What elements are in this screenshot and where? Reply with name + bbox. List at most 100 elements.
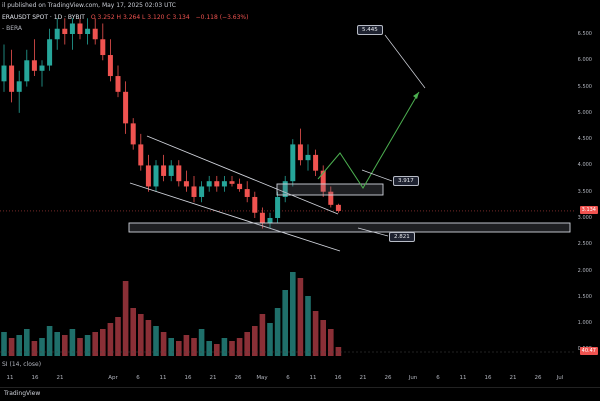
symbol-info[interactable]: ERAUSDT SPOT · 1D · BYBIT xyxy=(2,14,85,21)
candle-body xyxy=(123,91,129,124)
candle-body xyxy=(69,23,75,34)
candle-body xyxy=(221,181,227,187)
time-tick-label: May xyxy=(256,375,268,381)
projection-arrowhead xyxy=(413,92,419,99)
volume-bar xyxy=(153,326,159,356)
channel-lower-line xyxy=(129,182,341,252)
volume-bar xyxy=(183,335,190,356)
price-tick-label: 5.000 xyxy=(577,109,592,116)
volume-bar xyxy=(8,338,15,356)
volume-bar xyxy=(305,296,311,356)
candle-body xyxy=(183,181,189,187)
volume-bar xyxy=(31,341,38,356)
candle-body xyxy=(206,181,212,187)
time-tick-label: 26 xyxy=(384,375,392,381)
time-tick-label: Jun xyxy=(408,375,418,381)
rsi-value-tag: 40.47 xyxy=(579,347,598,355)
time-tick-label: 16 xyxy=(334,375,342,381)
time-tick-label: 16 xyxy=(31,375,39,381)
volume-bar xyxy=(282,290,288,356)
candle-body xyxy=(31,60,37,71)
volume-bar xyxy=(320,320,326,356)
time-tick-label: 6 xyxy=(286,375,290,381)
time-tick-label: 6 xyxy=(436,375,440,381)
target-pointer-line xyxy=(384,34,426,89)
volume-bar xyxy=(62,335,68,356)
volume-bar xyxy=(267,323,273,356)
candle-body xyxy=(290,144,296,182)
time-tick-label: 21 xyxy=(359,375,367,381)
price-change: −0.118 (−3.63%) xyxy=(195,14,249,21)
volume-bar xyxy=(252,326,258,356)
candle-body xyxy=(237,183,243,190)
volume-bar xyxy=(191,338,197,356)
candle-body xyxy=(199,186,205,197)
volume-bar xyxy=(229,341,235,356)
candle-body xyxy=(313,154,319,171)
time-tick-label: 11 xyxy=(459,375,467,381)
time-tick-label: 16 xyxy=(184,375,192,381)
volume-bar xyxy=(244,332,250,356)
volume-bar xyxy=(328,329,334,356)
candle-body xyxy=(9,65,15,92)
candle-body xyxy=(275,196,281,218)
price-tick-label: 4.000 xyxy=(577,162,592,169)
candle-body xyxy=(297,144,303,161)
projection-path xyxy=(317,91,420,189)
rsi-legend[interactable]: SI (14, close) xyxy=(2,361,42,368)
time-tick-label: Jul xyxy=(556,375,564,381)
volume-bar xyxy=(335,347,342,356)
volume-bar xyxy=(84,335,91,356)
candle-body xyxy=(77,23,83,34)
volume-bar xyxy=(221,338,228,356)
target-price-label[interactable]: 5.445 xyxy=(357,25,383,35)
volume-bar xyxy=(1,332,7,356)
published-line: il published on TradingView.com, May 17,… xyxy=(2,2,176,9)
candle-body xyxy=(259,212,265,224)
volume-bar xyxy=(100,329,106,356)
volume-bar xyxy=(312,311,319,356)
price-tick-label: 2.000 xyxy=(577,267,592,274)
candle-body xyxy=(191,186,197,197)
candle-body xyxy=(335,204,341,211)
current-price-tag: 3.134 xyxy=(579,206,598,214)
volume-bar xyxy=(290,272,296,356)
time-tick-label: 21 xyxy=(56,375,64,381)
volume-bar xyxy=(274,308,281,356)
price-tick-label: 6.000 xyxy=(577,57,592,64)
time-tick-label: 11 xyxy=(309,375,317,381)
time-tick-label: 11 xyxy=(6,375,14,381)
price-tick-label: 1.000 xyxy=(577,320,592,327)
volume-bar xyxy=(115,317,121,356)
candle-body xyxy=(54,28,60,40)
candle-body xyxy=(1,65,7,82)
price-tick-label: 3.500 xyxy=(577,188,592,195)
mid-price-label[interactable]: 3.917 xyxy=(393,176,419,186)
volume-bar xyxy=(297,278,304,356)
volume-bar xyxy=(69,329,76,356)
time-tick-label: 16 xyxy=(484,375,492,381)
time-tick-label: 26 xyxy=(534,375,542,381)
candle-body xyxy=(161,165,167,176)
volume-bar xyxy=(198,329,205,356)
volume-bar xyxy=(138,314,144,356)
candle-body xyxy=(85,28,91,34)
support-pointer-line xyxy=(357,227,389,237)
support-price-label[interactable]: 2.821 xyxy=(389,232,415,242)
indicator-legend[interactable]: - BERA xyxy=(2,25,23,32)
candle-body xyxy=(305,154,311,161)
volume-bar xyxy=(24,329,30,356)
candle-body xyxy=(282,181,288,197)
volume-bar xyxy=(168,338,174,356)
channel-upper-line xyxy=(146,135,339,215)
time-tick-label: 21 xyxy=(509,375,517,381)
time-tick-label: Apr xyxy=(108,375,118,381)
candle-body xyxy=(138,144,144,166)
support-zone xyxy=(128,222,571,233)
candle-body xyxy=(328,191,334,205)
volume-bar xyxy=(145,320,152,356)
candle-body xyxy=(16,81,22,92)
volume-bar xyxy=(39,338,45,356)
